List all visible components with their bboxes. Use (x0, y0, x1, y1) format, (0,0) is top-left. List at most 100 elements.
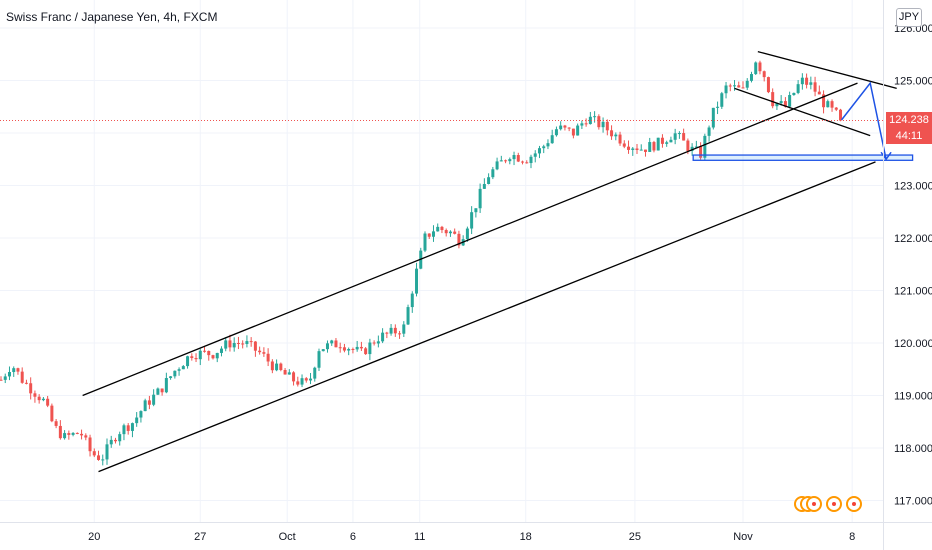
candle-body (135, 417, 139, 424)
candle-body (402, 324, 406, 334)
candle-body (631, 148, 635, 150)
candle-body (270, 361, 274, 371)
candle-body (50, 405, 54, 422)
candle-body (465, 228, 469, 240)
candle-body (33, 393, 37, 397)
candle-body (588, 116, 592, 125)
candle-body (605, 121, 609, 131)
trend-line-channel-lower (98, 161, 876, 473)
candle-body (359, 346, 363, 349)
candle-body (12, 368, 16, 373)
time-tick-label: 20 (88, 531, 100, 543)
candle-body (385, 332, 389, 334)
candle-body (470, 212, 474, 229)
candle-body (521, 161, 525, 163)
candle-body (3, 376, 7, 380)
candle-body (63, 433, 67, 439)
bar-countdown: 44:11 (895, 130, 923, 142)
candle-body (762, 71, 766, 78)
candle-body (275, 363, 279, 371)
candle-body (516, 155, 520, 162)
candle-body (699, 146, 703, 158)
candle-body (563, 125, 567, 128)
candle-body (245, 341, 249, 344)
candle-body (601, 121, 605, 128)
candle-body (29, 383, 33, 394)
time-tick-label: 11 (414, 531, 425, 543)
candle-body (440, 226, 444, 231)
candle-body (164, 378, 168, 393)
candle-body (236, 343, 240, 345)
candle-body (152, 394, 156, 405)
candle-body (817, 91, 821, 95)
trend-line-flag-upper (757, 50, 897, 90)
time-tick-label: 8 (849, 531, 855, 543)
candle-body (173, 370, 177, 377)
candle-body (669, 139, 673, 143)
candle-body (448, 231, 452, 234)
candle-body (597, 116, 601, 128)
candle-body (334, 340, 338, 348)
candle-body (627, 146, 631, 150)
last-price-value: 124.238 (889, 114, 929, 126)
candle-body (389, 327, 393, 334)
candle-body (580, 123, 584, 126)
candle-body (482, 183, 486, 189)
candle-body (321, 349, 325, 352)
candle-body (0, 379, 3, 381)
candle-body (71, 432, 75, 435)
candle-body (826, 101, 830, 108)
candle-body (427, 233, 431, 237)
candle-body (766, 77, 770, 93)
trend-line-flag-lower (734, 87, 871, 137)
candle-body (813, 82, 817, 92)
economic-events[interactable] (794, 496, 862, 516)
candlestick-series (0, 60, 843, 466)
candle-body (779, 101, 783, 104)
event-marker-icon[interactable] (846, 496, 862, 512)
candle-body (576, 125, 580, 136)
candle-body (130, 423, 134, 431)
candle-body (169, 376, 173, 379)
candle-body (703, 135, 707, 158)
candle-body (296, 381, 300, 385)
candle-body (126, 425, 130, 431)
candle-body (147, 400, 151, 405)
candle-body (228, 340, 232, 348)
candle-body (436, 226, 440, 232)
candle-body (262, 352, 266, 354)
candle-body (406, 307, 410, 325)
candle-body (118, 434, 122, 442)
candle-body (584, 123, 588, 125)
trend-drawings[interactable] (82, 50, 914, 473)
candle-body (156, 388, 160, 395)
candle-body (75, 432, 79, 434)
candle-body (614, 134, 618, 137)
candle-body (622, 143, 626, 147)
candle-body (313, 367, 317, 379)
projection-path (840, 81, 887, 160)
event-marker-icon[interactable] (806, 496, 822, 512)
candle-body (444, 230, 448, 234)
candle-body (415, 268, 419, 294)
chart-title: Swiss Franc / Japanese Yen, 4h, FXCM (6, 10, 218, 24)
candle-body (16, 368, 20, 372)
candle-body (677, 133, 681, 135)
trend-line-channel-upper (82, 82, 858, 397)
candle-body (258, 350, 262, 353)
candle-body (113, 439, 117, 442)
candle-body (453, 231, 457, 234)
candle-body (279, 363, 283, 371)
candle-body (203, 350, 207, 352)
currency-badge[interactable]: JPY (896, 8, 922, 27)
candle-body (711, 107, 715, 128)
time-tick-label: 27 (194, 531, 206, 543)
candle-body (758, 62, 762, 72)
candle-body (728, 85, 732, 87)
candle-body (610, 130, 614, 137)
candle-body (190, 356, 194, 359)
candle-body (304, 378, 308, 381)
candle-body (122, 425, 126, 435)
event-marker-icon[interactable] (826, 496, 842, 512)
